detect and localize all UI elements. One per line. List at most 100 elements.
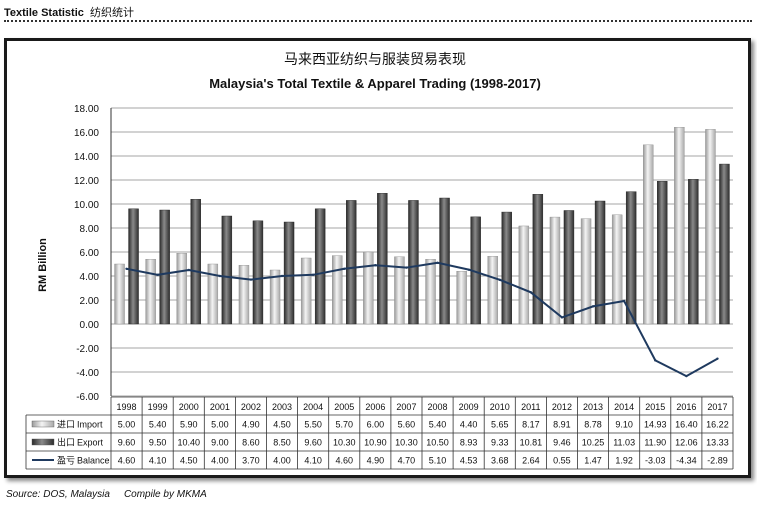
data-label: 10.30 xyxy=(395,438,418,448)
balance-point xyxy=(498,278,501,282)
y-tick-label: 6.00 xyxy=(80,248,100,259)
balance-point xyxy=(374,264,377,267)
import-bar xyxy=(705,129,716,325)
data-label: 4.70 xyxy=(398,456,416,466)
x-tick-label: 2004 xyxy=(303,402,323,412)
data-label: 10.50 xyxy=(426,438,449,448)
data-label: 1.92 xyxy=(615,456,633,466)
balance-point xyxy=(405,266,408,269)
export-bar xyxy=(221,215,233,325)
export-bar xyxy=(657,180,668,325)
data-label: 4.53 xyxy=(460,456,478,466)
data-label: 4.90 xyxy=(367,456,385,466)
data-label: 9.33 xyxy=(491,438,509,448)
export-bar xyxy=(688,179,699,325)
y-tick-label: -2.00 xyxy=(76,344,99,355)
data-label: 5.65 xyxy=(491,420,509,430)
x-tick-label: 1999 xyxy=(148,402,168,412)
data-label: 11.90 xyxy=(644,438,666,448)
data-label: 10.30 xyxy=(333,438,356,448)
y-tick-label: 2.00 xyxy=(80,296,100,307)
legend-swatch-export xyxy=(31,438,55,446)
chart-title: Malaysia's Total Textile & Apparel Tradi… xyxy=(209,76,541,91)
data-label: -2.89 xyxy=(707,456,728,466)
data-label: 5.00 xyxy=(118,420,136,430)
import-bar xyxy=(518,225,530,325)
import-bar xyxy=(145,259,156,325)
data-label: 3.68 xyxy=(491,456,509,466)
x-tick-label: 2012 xyxy=(552,402,572,412)
data-label: 11.03 xyxy=(613,438,635,448)
legend-label: Export xyxy=(77,438,104,448)
source-note: Source: DOS, Malaysia Compile by MKMA xyxy=(6,489,207,500)
header-divider xyxy=(4,20,752,22)
chart-title-cn: 马来西亚纺织与服装贸易表现 xyxy=(284,52,466,68)
data-label: 4.60 xyxy=(335,456,353,466)
import-bar xyxy=(300,257,312,325)
data-label: 8.78 xyxy=(584,420,602,430)
compiler-text: Compile by MKMA xyxy=(123,489,207,500)
header-title: Textile Statistic xyxy=(4,7,84,19)
export-bar xyxy=(501,211,512,325)
balance-point xyxy=(436,261,439,264)
y-tick-label: -4.00 xyxy=(76,368,99,379)
x-tick-label: 2005 xyxy=(334,402,354,412)
page-header: Textile Statistic 纺织统计 xyxy=(4,4,134,20)
legend-label: Import xyxy=(77,420,103,430)
x-tick-label: 2016 xyxy=(676,402,696,412)
legend-swatch-import xyxy=(31,420,55,428)
x-tick-label: 2002 xyxy=(241,402,261,412)
import-bar xyxy=(580,218,592,325)
balance-point xyxy=(716,357,719,360)
export-bar xyxy=(159,209,170,325)
legend-label-cn: 出口 xyxy=(57,437,75,449)
export-bar xyxy=(190,198,201,325)
data-label: 4.00 xyxy=(211,456,229,466)
data-label: -3.03 xyxy=(645,456,666,466)
export-bar xyxy=(283,221,295,325)
balance-point xyxy=(685,374,688,378)
data-label: 8.17 xyxy=(522,420,540,430)
y-tick-label: 14.00 xyxy=(74,152,99,163)
data-label: 1.47 xyxy=(584,456,602,466)
balance-point xyxy=(654,359,657,362)
x-tick-label: 2008 xyxy=(428,402,448,412)
import-bar xyxy=(114,263,125,325)
import-bar xyxy=(549,216,561,325)
data-label: 2.64 xyxy=(522,456,540,466)
export-bar xyxy=(314,208,326,325)
legend-label-cn: 盈亏 xyxy=(57,456,75,467)
data-label: 4.10 xyxy=(149,456,167,466)
data-label: 10.90 xyxy=(364,438,387,448)
export-bar xyxy=(377,192,388,325)
data-label: 9.10 xyxy=(615,420,633,430)
balance-point xyxy=(156,273,159,276)
x-tick-label: 2009 xyxy=(459,402,479,412)
data-label: 5.40 xyxy=(429,420,447,430)
export-bar xyxy=(719,163,730,325)
x-tick-label: 2014 xyxy=(614,402,634,412)
y-tick-label: 12.00 xyxy=(74,176,99,187)
x-tick-label: 2017 xyxy=(707,402,727,412)
x-tick-label: 2010 xyxy=(490,402,510,412)
import-bar xyxy=(332,255,343,325)
data-table: 1998 1999 2000 2001 2002 2003 2004 2005 2006 2007… xyxy=(25,396,734,470)
data-label: 5.10 xyxy=(429,456,447,466)
balance-point xyxy=(187,268,190,272)
data-label: 8.93 xyxy=(460,438,478,448)
data-label: 14.93 xyxy=(644,420,667,430)
data-label: 9.46 xyxy=(553,438,571,448)
import-bar xyxy=(456,271,467,325)
x-tick-label: 2013 xyxy=(583,402,603,412)
data-label: 4.50 xyxy=(273,420,291,430)
data-label: 9.50 xyxy=(149,438,167,448)
balance-point xyxy=(560,316,564,319)
x-tick-label: 2003 xyxy=(272,402,292,412)
legend-label: Balance xyxy=(77,456,110,466)
balance-point xyxy=(467,268,470,271)
y-tick-label: 4.00 xyxy=(80,272,100,283)
data-label: -4.34 xyxy=(676,456,697,466)
export-bar xyxy=(532,194,544,325)
data-label: 5.90 xyxy=(180,420,198,430)
balance-point xyxy=(249,278,253,281)
